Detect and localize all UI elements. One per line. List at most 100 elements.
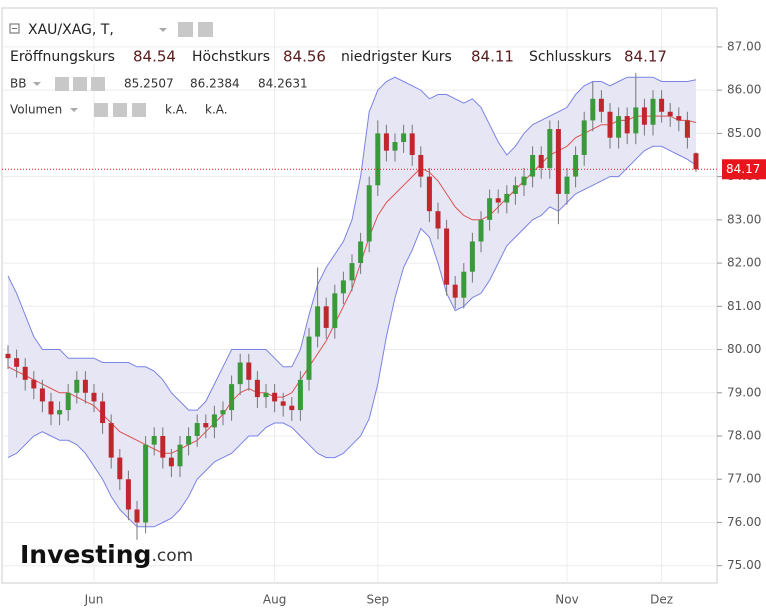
y-tick-label: 75.00 bbox=[727, 558, 761, 572]
icon-close[interactable] bbox=[132, 103, 146, 117]
candle-body bbox=[573, 154, 579, 177]
icon-eye[interactable] bbox=[94, 103, 108, 117]
candle-body bbox=[366, 185, 372, 242]
candle-body bbox=[237, 362, 243, 385]
ohlc-value: 84.11 bbox=[471, 48, 514, 66]
indicator-name: Volumen bbox=[10, 103, 62, 117]
candle-body bbox=[426, 176, 432, 212]
y-tick-label: 78.00 bbox=[727, 429, 761, 443]
candle-body bbox=[538, 154, 544, 168]
plot bbox=[2, 72, 717, 540]
candle-body bbox=[555, 129, 561, 194]
candle-body bbox=[564, 176, 570, 194]
bb-middle-value: 85.2507 bbox=[124, 77, 174, 91]
candle-body bbox=[22, 366, 28, 380]
indicator-name: BB bbox=[10, 77, 26, 91]
ohlc-value: 84.56 bbox=[283, 48, 326, 66]
candle-body bbox=[74, 379, 80, 393]
ohlc-value: 84.17 bbox=[624, 48, 667, 66]
last-price-label: 84.17 bbox=[726, 162, 760, 176]
volume-value: k.A. bbox=[165, 103, 188, 117]
ohlc-label: Schlusskurs bbox=[529, 49, 611, 65]
candle-body bbox=[641, 107, 647, 125]
y-tick-label: 85.00 bbox=[727, 126, 761, 140]
dropdown[interactable] bbox=[33, 82, 41, 86]
candle-body bbox=[581, 120, 587, 155]
dropdown[interactable] bbox=[159, 28, 167, 32]
watermark-suffix: .com bbox=[151, 546, 193, 566]
candle-body bbox=[254, 379, 260, 398]
watermark: Investing.com bbox=[20, 540, 193, 569]
candle-body bbox=[409, 133, 415, 155]
candle-body bbox=[469, 241, 475, 272]
candle-body bbox=[616, 116, 622, 138]
candle-body bbox=[39, 388, 45, 402]
candle-body bbox=[340, 280, 346, 294]
legend: XAU/XAG, T, Eröffnungskurs 84.54 Höchstk… bbox=[9, 22, 667, 117]
candle-body bbox=[659, 98, 665, 112]
candle-body bbox=[358, 241, 364, 264]
candle-body bbox=[143, 444, 149, 523]
candle-body bbox=[125, 479, 131, 510]
candle-body bbox=[272, 392, 278, 402]
watermark-main: Investing bbox=[20, 540, 151, 569]
candle-body bbox=[383, 133, 389, 151]
candle-body bbox=[117, 457, 123, 480]
y-tick-label: 77.00 bbox=[727, 472, 761, 486]
candle-body bbox=[65, 392, 71, 411]
candle-body bbox=[194, 423, 200, 437]
candle-body bbox=[108, 423, 114, 458]
candle-body bbox=[487, 198, 493, 220]
icon-eye[interactable] bbox=[178, 22, 193, 37]
candle-body bbox=[444, 228, 450, 285]
bb-upper bbox=[7, 76, 697, 411]
icon-settings[interactable] bbox=[73, 77, 87, 91]
candle-body bbox=[306, 336, 312, 380]
candle-body bbox=[693, 153, 699, 170]
y-tick-label: 81.00 bbox=[727, 299, 761, 313]
candle-body bbox=[14, 358, 20, 367]
icon-close[interactable] bbox=[91, 77, 105, 91]
x-tick-label: Dez bbox=[650, 593, 673, 607]
candle-body bbox=[91, 392, 97, 402]
candle-body bbox=[684, 120, 690, 138]
candle-body bbox=[82, 379, 88, 393]
candle-body bbox=[57, 410, 63, 415]
candle-body bbox=[31, 379, 37, 389]
dropdown[interactable] bbox=[70, 108, 78, 112]
candle-body bbox=[151, 436, 157, 445]
candle-body bbox=[280, 401, 286, 406]
candle-body bbox=[168, 457, 174, 467]
candle-body bbox=[263, 392, 269, 398]
y-tick-label: 82.00 bbox=[727, 256, 761, 270]
candle-body bbox=[323, 306, 329, 328]
y-tick-label: 83.00 bbox=[727, 212, 761, 226]
icon-eye[interactable] bbox=[55, 77, 69, 91]
candle-body bbox=[246, 362, 252, 380]
candle-body bbox=[650, 98, 656, 125]
volume-value: k.A. bbox=[205, 103, 228, 117]
bb-lower-value: 84.2631 bbox=[258, 77, 308, 91]
candle-body bbox=[134, 509, 140, 523]
candle-body bbox=[512, 185, 518, 194]
candle-body bbox=[186, 436, 192, 445]
ohlc-label: Höchstkurs bbox=[192, 49, 270, 65]
candle-body bbox=[332, 293, 338, 328]
candle-body bbox=[607, 111, 613, 138]
candle-body bbox=[461, 271, 467, 298]
candle-body bbox=[530, 154, 536, 177]
ohlc-value: 84.54 bbox=[133, 48, 176, 66]
candle-body bbox=[220, 410, 226, 415]
candle-body bbox=[5, 353, 11, 359]
candle-body bbox=[48, 401, 54, 415]
collapse-icon[interactable] bbox=[9, 23, 20, 34]
candle-body bbox=[203, 423, 209, 428]
y-tick-label: 86.00 bbox=[727, 83, 761, 97]
icon-settings[interactable] bbox=[198, 22, 213, 37]
icon-settings[interactable] bbox=[113, 103, 127, 117]
ohlc-label: Eröffnungskurs bbox=[10, 49, 115, 65]
x-tick-label: Jun bbox=[84, 593, 104, 607]
y-tick-label: 79.00 bbox=[727, 385, 761, 399]
candle-body bbox=[590, 98, 596, 121]
